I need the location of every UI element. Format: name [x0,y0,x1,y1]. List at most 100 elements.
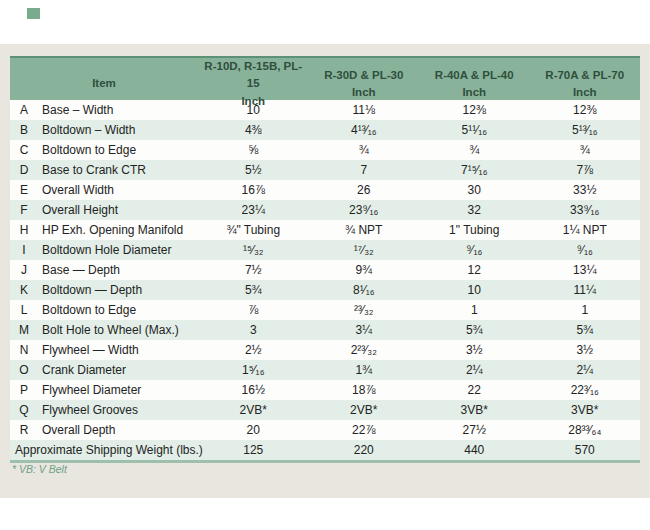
column-header-model: R-10D, R-15B, PL-15 [198,58,309,93]
table-row: BBoltdown – Width4⅜4¹³⁄₁₆5¹¹⁄₁₆5¹³⁄₁₆ [10,120,640,140]
column-header-unit: Inch [462,84,486,101]
row-value: 3½ [530,340,641,360]
shipping-weight-value: 220 [309,440,420,460]
row-item: Crank Diameter [38,360,198,380]
row-value: ⅝ [198,140,309,160]
row-value: 33⁹⁄₁₆ [530,200,641,220]
shipping-weight-value: 125 [198,440,309,460]
row-value: 16½ [198,380,309,400]
table-row: MBolt Hole to Wheel (Max.)33¼5¾5¾ [10,320,640,340]
row-item: Flywheel Grooves [38,400,198,420]
table-body: ABase – Width1011⅛12⅜12⅜BBoltdown – Widt… [10,100,640,440]
table-row: NFlywheel — Width2½2²³⁄₃₂3½3½ [10,340,640,360]
row-value: 22³⁄₁₆ [530,380,641,400]
row-value: 1¼ NPT [530,220,641,240]
shipping-weight-value: 440 [419,440,530,460]
row-value: 5¹¹⁄₁₆ [419,120,530,140]
table-row: IBoltdown Hole Diameter¹⁵⁄₃₂¹⁷⁄₃₂⁹⁄₁₆⁹⁄₁… [10,240,640,260]
row-value: 13¼ [530,260,641,280]
row-letter: R [10,420,38,440]
table-row: ROverall Depth2022⅞27½28³³⁄₆₄ [10,420,640,440]
row-value: 1 [419,300,530,320]
row-letter: Q [10,400,38,420]
row-value: 5¾ [198,280,309,300]
row-value: 23⁹⁄₁₆ [309,200,420,220]
row-letter: F [10,200,38,220]
row-value: 5¹³⁄₁₆ [530,120,641,140]
row-item: Flywheel Diameter [38,380,198,400]
table-row: ABase – Width1011⅛12⅜12⅜ [10,100,640,120]
row-item: Overall Depth [38,420,198,440]
row-value: ¾ [419,140,530,160]
row-value: 2¼ [419,360,530,380]
row-value: ⁹⁄₁₆ [419,240,530,260]
row-value: ⁹⁄₁₆ [530,240,641,260]
row-letter: N [10,340,38,360]
row-value: 12⅜ [530,100,641,120]
row-value: 26 [309,180,420,200]
row-value: ¾ [309,140,420,160]
row-letter: L [10,300,38,320]
table-row: FOverall Height23¼23⁹⁄₁₆3233⁹⁄₁₆ [10,200,640,220]
row-value: 3VB* [419,400,530,420]
table-row: KBoltdown — Depth5¾8¹⁄₁₆1011¼ [10,280,640,300]
row-value: 7⅞ [530,160,641,180]
row-value: ⅞ [198,300,309,320]
column-header-model: R-40A & PL-40 [435,67,514,84]
row-value: 20 [198,420,309,440]
row-value: 1" Tubing [419,220,530,240]
table-row: CBoltdown to Edge⅝¾¾¾ [10,140,640,160]
table-row: DBase to Crank CTR5½77¹⁵⁄₁₆7⅞ [10,160,640,180]
row-item: Boltdown to Edge [38,300,198,320]
row-value: 28³³⁄₆₄ [530,420,641,440]
row-item: Base — Depth [38,260,198,280]
green-square-marker [27,8,40,19]
row-value: 5¾ [419,320,530,340]
column-header-unit: Inch [352,84,376,101]
vb-footnote: * VB: V Belt [12,463,67,475]
row-letter: P [10,380,38,400]
row-letter: E [10,180,38,200]
item-column-header-label: Item [92,75,116,92]
row-value: 3½ [419,340,530,360]
row-value: 32 [419,200,530,220]
row-value: 8¹⁄₁₆ [309,280,420,300]
row-value: 7½ [198,260,309,280]
table-row: LBoltdown to Edge⅞²³⁄₃₂11 [10,300,640,320]
row-value: ¾ [530,140,641,160]
row-value: 23¼ [198,200,309,220]
row-value: 12 [419,260,530,280]
row-value: ²³⁄₃₂ [309,300,420,320]
row-letter: C [10,140,38,160]
row-item: HP Exh. Opening Manifold [38,220,198,240]
row-value: 2¼ [530,360,641,380]
row-value: 5½ [198,160,309,180]
row-item: Base – Width [38,100,198,120]
row-value: 22⅞ [309,420,420,440]
row-value: 11¼ [530,280,641,300]
row-letter: J [10,260,38,280]
shipping-weight-value: 570 [530,440,641,460]
spec-table: Item R-10D, R-15B, PL-15 Inch R-30D & PL… [10,56,640,463]
row-letter: K [10,280,38,300]
row-item: Overall Height [38,200,198,220]
row-letter: B [10,120,38,140]
row-value: 18⅞ [309,380,420,400]
row-value: 2VB* [309,400,420,420]
row-value: 2²³⁄₃₂ [309,340,420,360]
row-letter: M [10,320,38,340]
column-header-model: R-70A & PL-70 [545,67,624,84]
row-value: 1⁵⁄₁₆ [198,360,309,380]
table-row: JBase — Depth7½9¾1213¼ [10,260,640,280]
row-value: 2VB* [198,400,309,420]
row-letter: H [10,220,38,240]
row-item: Overall Width [38,180,198,200]
row-value: 4⅜ [198,120,309,140]
row-value: ¾" Tubing [198,220,309,240]
row-value: 22 [419,380,530,400]
row-letter: O [10,360,38,380]
row-value: 7 [309,160,420,180]
row-value: 1¾ [309,360,420,380]
table-row: HHP Exh. Opening Manifold¾" Tubing¾ NPT1… [10,220,640,240]
row-item: Boltdown Hole Diameter [38,240,198,260]
